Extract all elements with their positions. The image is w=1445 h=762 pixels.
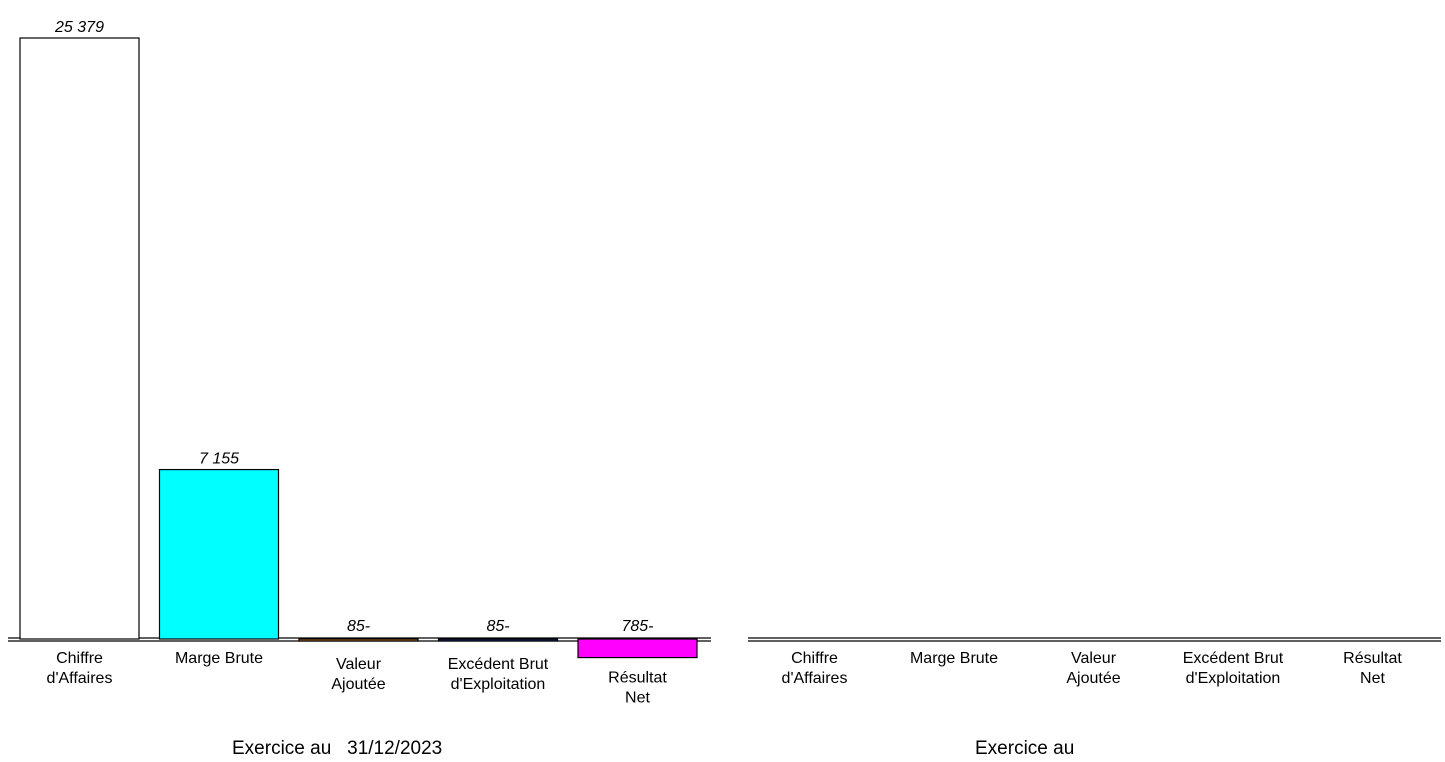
category-label: Marge Brute (175, 650, 263, 667)
data-label: 785- (621, 618, 653, 635)
bar (158, 468, 280, 640)
caption-prefix: Exercice au (975, 738, 1075, 759)
category-label: Excédent Brut d'Exploitation (448, 656, 549, 693)
bar (577, 638, 698, 659)
category-label: Chiffre d'Affaires (47, 650, 113, 687)
category-label: Résultat Net (1343, 650, 1402, 687)
chart-caption-right: Exercice au (975, 738, 1080, 760)
caption-date: 31/12/2023 (347, 738, 443, 759)
chart-caption-left: Exercice au 31/12/2023 (232, 738, 442, 760)
data-label: 85- (486, 618, 509, 635)
chart-right: Chiffre d'Affaires Marge Brute Valeur Ajouté… (748, 637, 1441, 687)
category-label: Valeur Ajoutée (1066, 650, 1120, 687)
category-label: Excédent Brut d'Exploitation (1183, 650, 1284, 687)
caption-prefix: Exercice au (232, 738, 332, 759)
chart-left: 25 379 Chiffre d'Affaires 7 155 Marge Brute 8… (8, 19, 711, 707)
category-label: Valeur Ajoutée (331, 656, 385, 693)
category-label: Résultat Net (608, 670, 667, 707)
category-label: Marge Brute (910, 650, 998, 667)
bar (19, 37, 140, 640)
data-label: 25 379 (54, 19, 104, 36)
x-axis-baseline (748, 637, 1441, 642)
data-label: 85- (347, 618, 370, 635)
category-label: Chiffre d'Affaires (782, 650, 848, 687)
data-label: 7 155 (199, 451, 239, 468)
bar (437, 638, 559, 642)
bar (298, 638, 419, 642)
